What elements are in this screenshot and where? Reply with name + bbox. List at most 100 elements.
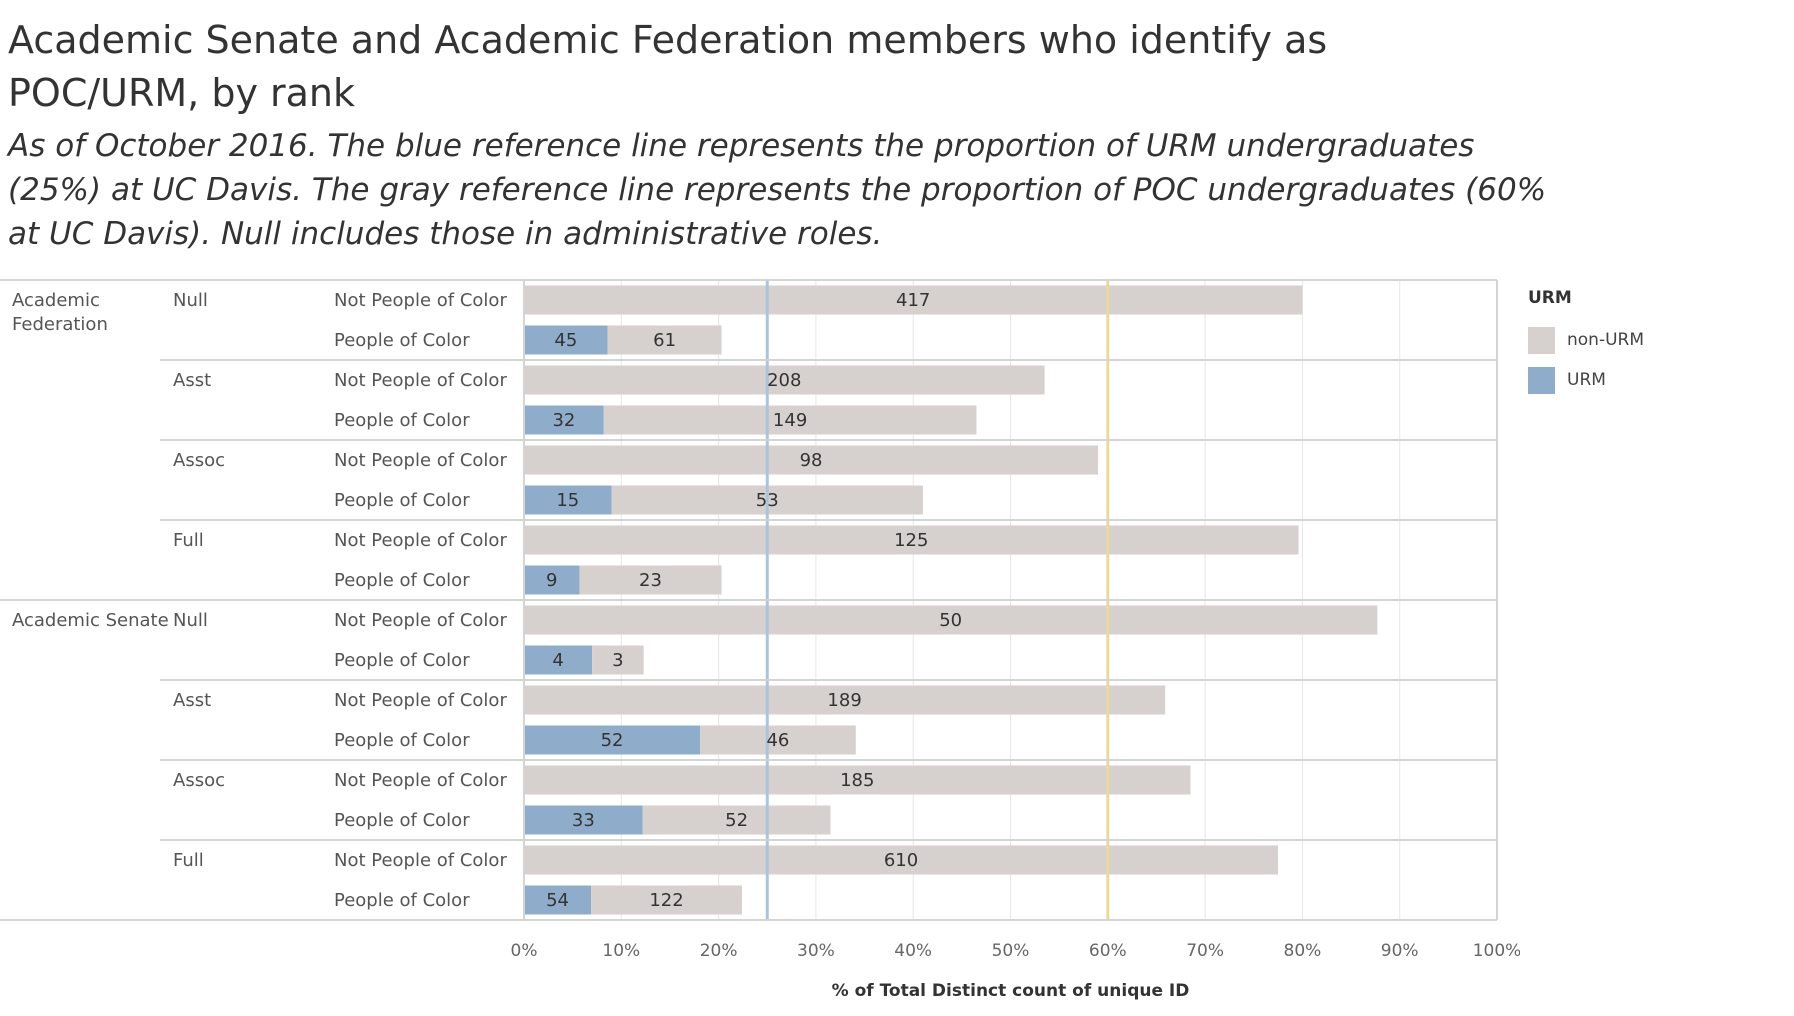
value-label-urm: 54 bbox=[546, 890, 569, 911]
x-tick-label: 100% bbox=[1473, 941, 1520, 961]
bar-non-urm bbox=[700, 725, 856, 755]
bar-urm bbox=[524, 485, 612, 515]
bar-non-urm bbox=[524, 525, 1299, 555]
value-label-non-urm: 52 bbox=[725, 810, 748, 831]
bar-non-urm bbox=[524, 845, 1279, 875]
rank-label: Asst bbox=[173, 370, 211, 391]
bar-urm bbox=[524, 805, 643, 835]
value-labels: 417 45 61 208 32 149 98 15 53 125 9 23 50 4 3 189 52 46 18… bbox=[546, 290, 962, 911]
value-label-urm: 9 bbox=[546, 570, 557, 591]
poc-label: People of Color bbox=[334, 650, 470, 671]
rank-label: Asst bbox=[173, 690, 211, 711]
poc-label: People of Color bbox=[334, 890, 470, 911]
poc-label: People of Color bbox=[334, 570, 470, 591]
poc-label: Not People of Color bbox=[334, 850, 507, 871]
bar-urm bbox=[524, 885, 592, 915]
legend-label-urm: URM bbox=[1567, 370, 1606, 390]
rank-label: Null bbox=[173, 290, 208, 311]
stacked-bar-chart: Not People of Color Null Academic Federatio… bbox=[0, 279, 1520, 1001]
x-tick-label: 90% bbox=[1381, 941, 1419, 961]
poc-label: Not People of Color bbox=[334, 290, 507, 311]
value-label-urm: 4 bbox=[552, 650, 563, 671]
rank-label: Full bbox=[173, 850, 204, 871]
value-label-non-urm: 61 bbox=[653, 330, 676, 351]
bar-non-urm bbox=[579, 565, 722, 595]
legend-label-non-urm: non-URM bbox=[1567, 330, 1645, 350]
value-label-urm: 33 bbox=[572, 810, 595, 831]
row-labels: Not People of Color Null Academic Federatio… bbox=[12, 290, 507, 911]
bar-urm bbox=[524, 565, 580, 595]
legend-item-urm[interactable]: URM bbox=[1528, 360, 1644, 400]
value-label-non-urm: 610 bbox=[884, 850, 918, 871]
x-tick-label: 60% bbox=[1089, 941, 1127, 961]
value-label-non-urm: 125 bbox=[894, 530, 928, 551]
x-axis: 0% 10% 20% 30% 40% 50% 60% 70% 80% 90% 100% % of To… bbox=[511, 941, 1520, 1001]
bar-urm bbox=[524, 325, 608, 355]
bar-non-urm bbox=[603, 405, 977, 435]
poc-label: People of Color bbox=[334, 810, 470, 831]
bar-non-urm bbox=[524, 605, 1378, 635]
legend-title: URM bbox=[1528, 288, 1572, 308]
group-label: Academic bbox=[12, 290, 100, 311]
x-tick-label: 40% bbox=[894, 941, 932, 961]
bar-non-urm bbox=[524, 285, 1303, 315]
bar-non-urm bbox=[592, 645, 644, 675]
poc-label: People of Color bbox=[334, 490, 470, 511]
value-label-urm: 32 bbox=[552, 410, 575, 431]
value-label-non-urm: 185 bbox=[840, 770, 874, 791]
chart-subtitle: As of October 2016. The blue reference l… bbox=[8, 128, 1547, 252]
value-label-non-urm: 53 bbox=[756, 490, 779, 511]
rank-label: Full bbox=[173, 530, 204, 551]
value-label-urm: 45 bbox=[554, 330, 577, 351]
rank-label: Assoc bbox=[173, 770, 225, 791]
x-tick-label: 20% bbox=[700, 941, 738, 961]
poc-label: Not People of Color bbox=[334, 770, 507, 791]
bars-layer bbox=[524, 285, 1378, 915]
bar-non-urm bbox=[607, 325, 722, 355]
value-label-non-urm: 149 bbox=[773, 410, 807, 431]
rank-label: Assoc bbox=[173, 450, 225, 471]
x-axis-title: % of Total Distinct count of unique ID bbox=[832, 981, 1190, 1001]
value-label-urm: 15 bbox=[556, 490, 579, 511]
x-tick-label: 30% bbox=[797, 941, 835, 961]
legend-swatch-non-urm bbox=[1528, 326, 1555, 354]
poc-label: People of Color bbox=[334, 410, 470, 431]
poc-label: People of Color bbox=[334, 730, 470, 751]
poc-label: People of Color bbox=[334, 330, 470, 351]
value-label-non-urm: 208 bbox=[767, 370, 801, 391]
legend-item-non-urm[interactable]: non-URM bbox=[1528, 320, 1644, 360]
value-label-non-urm: 3 bbox=[612, 650, 623, 671]
poc-label: Not People of Color bbox=[334, 370, 507, 391]
bar-urm bbox=[524, 405, 604, 435]
value-label-non-urm: 122 bbox=[649, 890, 683, 911]
group-label: Academic Senate bbox=[12, 610, 169, 631]
poc-label: Not People of Color bbox=[334, 530, 507, 551]
value-label-non-urm: 189 bbox=[827, 690, 861, 711]
value-label-non-urm: 50 bbox=[939, 610, 962, 631]
rank-label: Null bbox=[173, 610, 208, 631]
value-label-non-urm: 98 bbox=[800, 450, 823, 471]
value-label-urm: 52 bbox=[601, 730, 624, 751]
bar-non-urm bbox=[524, 685, 1166, 715]
bar-non-urm bbox=[591, 885, 742, 915]
value-label-non-urm: 46 bbox=[766, 730, 789, 751]
bar-non-urm bbox=[642, 805, 831, 835]
bar-urm bbox=[524, 645, 593, 675]
value-label-non-urm: 417 bbox=[896, 290, 930, 311]
chart-frame bbox=[0, 279, 1498, 921]
chart-title: Academic Senate and Academic Federation … bbox=[8, 18, 1328, 115]
x-tick-label: 80% bbox=[1284, 941, 1322, 961]
poc-label: Not People of Color bbox=[334, 690, 507, 711]
bar-non-urm bbox=[524, 765, 1191, 795]
poc-label: Not People of Color bbox=[334, 450, 507, 471]
x-tick-label: 10% bbox=[602, 941, 640, 961]
value-label-non-urm: 23 bbox=[639, 570, 662, 591]
x-tick-label: 70% bbox=[1186, 941, 1224, 961]
bar-non-urm bbox=[524, 445, 1099, 475]
x-tick-label: 50% bbox=[992, 941, 1030, 961]
legend: URM non-URM URM bbox=[1528, 288, 1644, 400]
group-label: Federation bbox=[12, 314, 108, 335]
x-tick-label: 0% bbox=[511, 941, 538, 961]
bar-urm bbox=[524, 725, 701, 755]
legend-swatch-urm bbox=[1528, 366, 1555, 394]
